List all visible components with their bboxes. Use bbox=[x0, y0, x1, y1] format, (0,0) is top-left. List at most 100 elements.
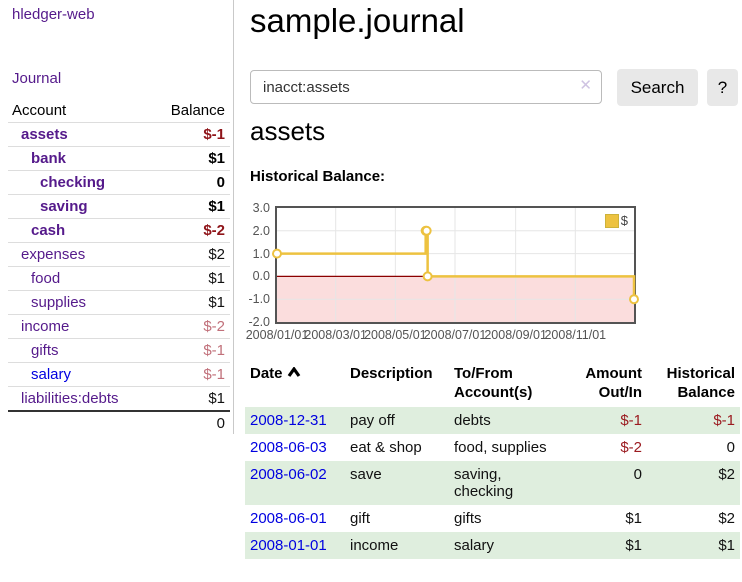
search-input[interactable] bbox=[250, 70, 602, 104]
account-row: cash $-2 bbox=[8, 218, 230, 243]
balance-column-header: Balance bbox=[152, 99, 230, 123]
y-axis-tick-label: -1.0 bbox=[248, 292, 270, 307]
search-button[interactable]: Search bbox=[617, 69, 698, 106]
chart-heading: Historical Balance: bbox=[250, 168, 386, 185]
account-link-salary[interactable]: salary bbox=[31, 366, 72, 383]
transaction-amount: $-1 bbox=[565, 407, 647, 434]
transaction-row: 2008-06-01 gift gifts $1 $2 bbox=[245, 505, 740, 532]
account-row: supplies $1 bbox=[8, 290, 230, 315]
account-balance: $-1 bbox=[152, 122, 230, 147]
page-title: sample.journal bbox=[250, 2, 465, 39]
transaction-date-link[interactable]: 2008-12-31 bbox=[250, 412, 327, 429]
account-row: liabilities:debts $1 bbox=[8, 386, 230, 412]
transaction-description: gift bbox=[350, 510, 371, 527]
y-axis-tick-label: 1.0 bbox=[252, 246, 270, 261]
balance-chart-svg bbox=[272, 208, 639, 322]
chart-plot-area: $ bbox=[272, 206, 639, 324]
transaction-amount: $-2 bbox=[620, 439, 642, 456]
data-point-marker bbox=[422, 271, 433, 282]
transaction-balance: $-1 bbox=[647, 407, 740, 434]
accounts-balance-table: Account Balance assets $-1 bank $1 check… bbox=[8, 99, 230, 435]
transaction-description: pay off bbox=[345, 407, 449, 434]
transaction-amount: $1 bbox=[565, 532, 647, 559]
account-balance: $1 bbox=[152, 290, 230, 315]
data-point-marker bbox=[629, 294, 639, 305]
transaction-description: income bbox=[345, 532, 449, 559]
transactions-table: Date Description To/From Account(s) Amou… bbox=[245, 362, 740, 559]
amount-column-header: Amount Out/In bbox=[585, 365, 642, 401]
x-axis-tick-label: 2008/09/01 bbox=[484, 328, 547, 342]
balance-column-header: Historical Balance bbox=[666, 365, 735, 401]
transaction-date-link[interactable]: 2008-06-01 bbox=[250, 510, 327, 527]
account-balance: $2 bbox=[152, 242, 230, 267]
sidebar: hledger-web Journal Account Balance asse… bbox=[0, 0, 234, 435]
transaction-date-link[interactable]: 2008-06-03 bbox=[250, 439, 327, 456]
transaction-accounts: salary bbox=[449, 532, 565, 559]
account-balance: $1 bbox=[152, 386, 230, 412]
transaction-description: eat & shop bbox=[350, 439, 422, 456]
sidebar-item-journal[interactable]: Journal bbox=[12, 70, 62, 87]
y-axis-tick-label: -2.0 bbox=[248, 315, 270, 329]
account-row: gifts $-1 bbox=[8, 338, 230, 363]
transaction-date-link[interactable]: 2008-01-01 bbox=[250, 537, 327, 554]
main-content: sample.journal ✕ Search ? assets Histori… bbox=[240, 0, 742, 582]
account-heading: assets bbox=[250, 116, 326, 146]
transaction-balance: $1 bbox=[647, 532, 740, 559]
accounts-total-value: 0 bbox=[152, 410, 230, 435]
legend-color-swatch bbox=[604, 213, 619, 228]
x-axis-tick-label: 2008/05/01 bbox=[364, 328, 427, 342]
account-row: food $1 bbox=[8, 266, 230, 291]
transaction-date-link[interactable]: 2008-06-02 bbox=[250, 466, 327, 483]
date-column-header[interactable]: Date bbox=[245, 362, 345, 407]
account-row: bank $1 bbox=[8, 146, 230, 171]
transaction-row: 2008-06-02 save saving, checking 0 $2 bbox=[245, 461, 740, 505]
account-link-saving[interactable]: saving bbox=[40, 198, 88, 215]
account-row: assets $-1 bbox=[8, 122, 230, 147]
account-link-food[interactable]: food bbox=[31, 270, 61, 287]
y-axis-tick-label: 2.0 bbox=[252, 223, 270, 238]
account-link-assets[interactable]: assets bbox=[21, 126, 68, 143]
x-axis-tick-label: 2008/03/01 bbox=[304, 328, 367, 342]
transaction-amount: $1 bbox=[625, 510, 642, 527]
legend-series-label: $ bbox=[620, 213, 628, 228]
account-link-cash[interactable]: cash bbox=[31, 222, 66, 239]
data-point-marker bbox=[421, 225, 432, 236]
account-column-header: Account bbox=[8, 99, 153, 123]
account-balance: $-1 bbox=[152, 338, 230, 363]
account-row: income $-2 bbox=[8, 314, 230, 339]
search-form: ✕ bbox=[250, 70, 602, 104]
description-column-header: Description bbox=[350, 365, 433, 382]
account-balance: $1 bbox=[152, 194, 230, 219]
account-row: expenses $2 bbox=[8, 242, 230, 267]
data-point-marker bbox=[272, 248, 282, 259]
transaction-row: 2008-01-01 income salary $1 $1 bbox=[245, 532, 740, 559]
y-axis-tick-label: 3.0 bbox=[252, 201, 270, 215]
account-balance: $-2 bbox=[152, 218, 230, 243]
account-link-bank[interactable]: bank bbox=[31, 150, 67, 167]
x-axis-tick-label: 2008/01/01 bbox=[245, 328, 309, 342]
transaction-accounts: food, supplies bbox=[454, 439, 547, 456]
transaction-accounts: debts bbox=[449, 407, 565, 434]
transactions-header-row: Date Description To/From Account(s) Amou… bbox=[245, 362, 740, 407]
account-link-checking[interactable]: checking bbox=[40, 174, 106, 191]
transaction-balance: 0 bbox=[726, 439, 735, 456]
account-link-supplies[interactable]: supplies bbox=[31, 294, 87, 311]
account-row: salary $-1 bbox=[8, 362, 230, 387]
app-brand-link[interactable]: hledger-web bbox=[12, 6, 95, 23]
historical-balance-chart: $ 3.0 2.0 1.0 0.0 -1.0 -2.0 2008/01/01 2008/03/… bbox=[240, 196, 742, 358]
account-link-expenses[interactable]: expenses bbox=[21, 246, 86, 263]
transaction-amount: 0 bbox=[565, 461, 647, 505]
transaction-row: 2008-06-03 eat & shop food, supplies $-2… bbox=[245, 434, 740, 461]
clear-search-icon[interactable]: ✕ bbox=[579, 77, 592, 94]
help-button[interactable]: ? bbox=[707, 69, 738, 106]
account-balance: $-2 bbox=[152, 314, 230, 339]
account-row: checking 0 bbox=[8, 170, 230, 195]
account-link-liabilities-debts[interactable]: liabilities:debts bbox=[21, 390, 119, 407]
chart-legend: $ bbox=[602, 212, 630, 229]
account-balance: $1 bbox=[152, 266, 230, 291]
account-link-gifts[interactable]: gifts bbox=[31, 342, 59, 359]
transaction-row: 2008-12-31 pay off debts $-1 $-1 bbox=[245, 407, 740, 434]
account-link-income[interactable]: income bbox=[21, 318, 70, 335]
transaction-balance: $2 bbox=[647, 461, 740, 505]
account-balance: 0 bbox=[152, 170, 230, 195]
